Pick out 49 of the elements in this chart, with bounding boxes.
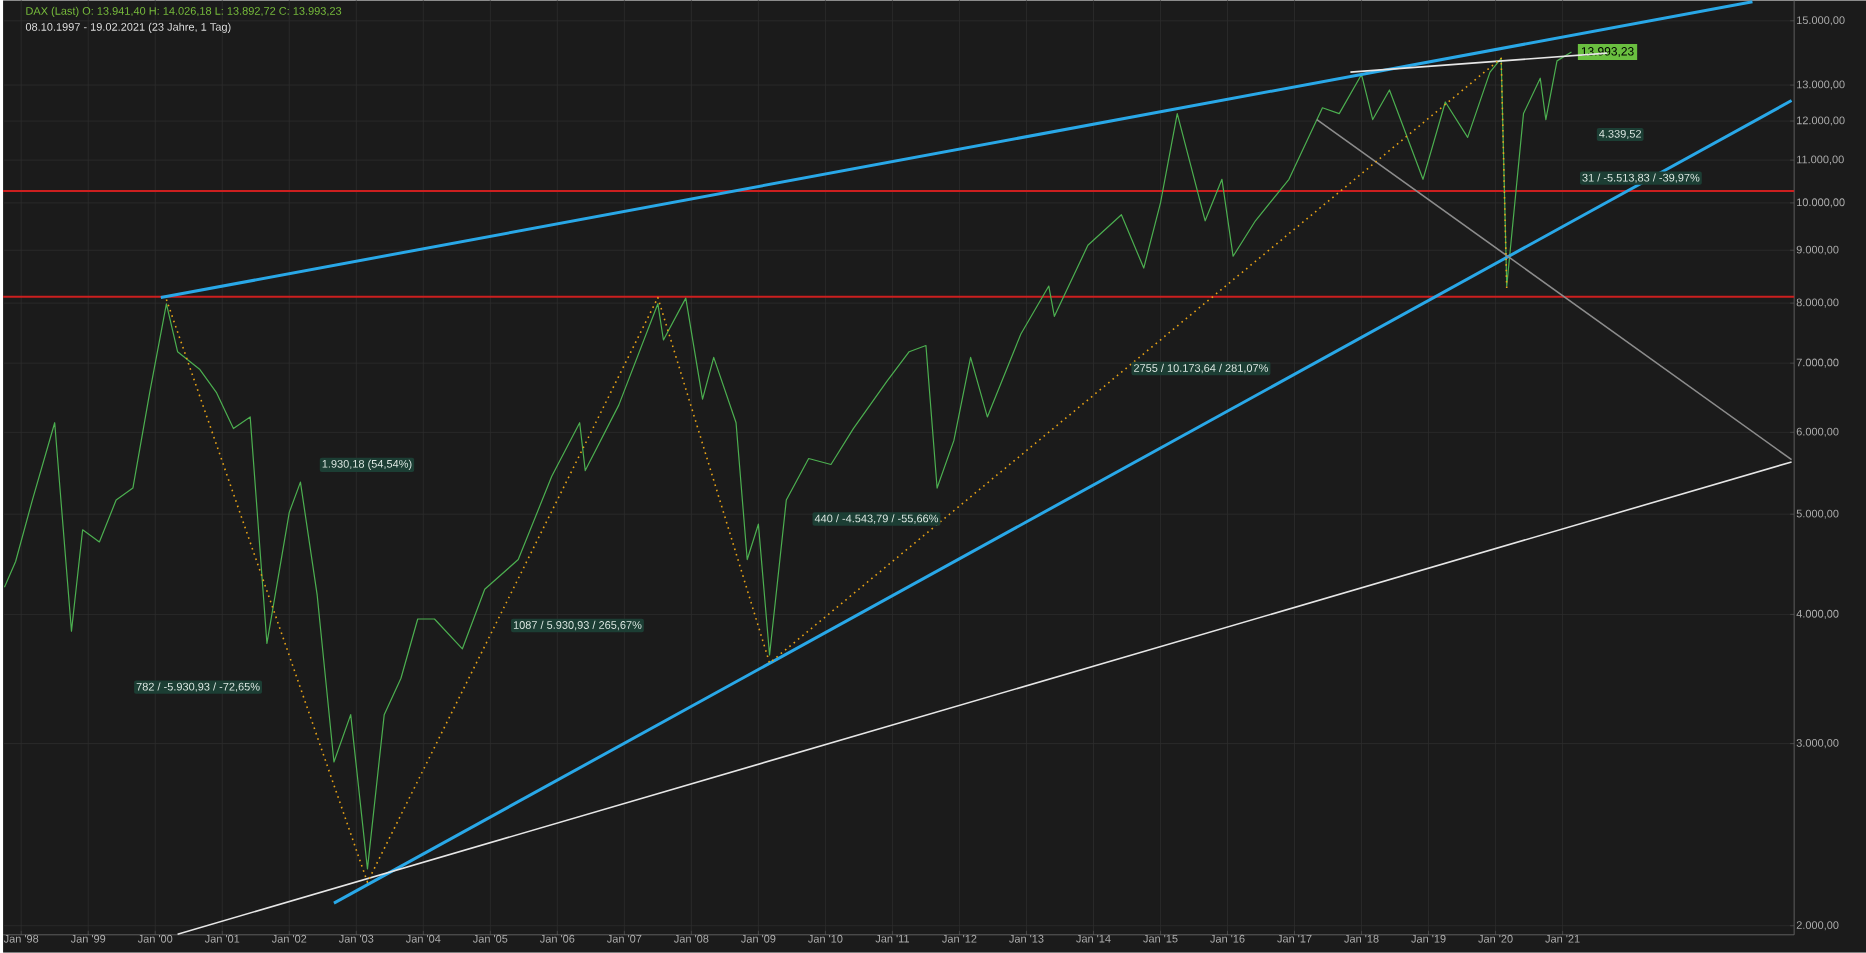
annotation: 4.339,52 (1599, 129, 1642, 140)
x-tick-label: Jan '11 (875, 934, 910, 943)
x-tick-label: Jan '98 (3, 934, 39, 943)
x-tick-label: Jan '03 (338, 934, 374, 943)
annotation: 440 / -4.543,79 / -55,66% (814, 514, 939, 524)
text: 08.10.1997 - 19.02.2021 (23 Jahre, 1 Tag) (25, 22, 231, 34)
x-tick-label: Jan '04 (405, 934, 441, 943)
y-tick-label: 4.000,00 (1796, 609, 1839, 620)
annotation: 2755 / 10.173,64 / 281,07% (1134, 363, 1269, 374)
text: DAX (Last) O: 13.941,40 H: 14.026,18 L: 13.892,72 C: 13.993,23 (26, 6, 342, 18)
data-label: 13.993,23 (1581, 47, 1634, 58)
y-tick-label: 9.000,00 (1796, 245, 1839, 255)
y-tick-label: 5.000,00 (1796, 509, 1839, 519)
y-tick-label: 12.000,00 (1797, 116, 1845, 126)
x-tick-label: Jan '10 (808, 934, 843, 943)
x-tick-label: Jan '16 (1210, 934, 1245, 943)
annotation: 782 / -5.930,93 / -72,65% (136, 682, 260, 692)
y-tick-label: 15.000,00 (1797, 16, 1845, 26)
y-tick-label: 6.000,00 (1796, 427, 1839, 437)
x-tick-label: Jan '01 (204, 934, 240, 943)
y-tick-label: 7.000,00 (1796, 358, 1839, 368)
x-tick-label: Jan '13 (1009, 934, 1044, 943)
annotation: 1.930,18 (54,54%) (322, 459, 412, 470)
line-series (3, 51, 1573, 870)
y-tick-label: 8.000,00 (1796, 298, 1839, 308)
x-tick-label: Jan '19 (1411, 934, 1446, 943)
x-tick-label: Jan '12 (942, 934, 977, 943)
x-tick-label: Jan '14 (1076, 934, 1111, 943)
annotation: 31 / -5.513,83 / -39,97% (1582, 173, 1700, 183)
y-tick-label: 11.000,00 (1797, 155, 1844, 165)
x-tick-label: Jan '99 (70, 934, 106, 943)
x-tick-label: Jan '20 (1478, 934, 1513, 943)
x-tick-label: Jan '07 (606, 934, 642, 943)
x-tick-label: Jan '17 (1277, 934, 1312, 943)
y-tick-label: 13.000,00 (1797, 80, 1845, 90)
x-tick-label: Jan '09 (741, 934, 776, 943)
line-series (165, 57, 1508, 884)
x-tick-label: Jan '18 (1344, 934, 1379, 943)
x-tick-label: Jan '02 (271, 934, 307, 943)
y-tick-label: 3.000,00 (1796, 739, 1839, 749)
y-tick-label: 10.000,00 (1797, 198, 1845, 208)
x-tick-label: Jan '21 (1545, 934, 1580, 943)
annotation: 1087 / 5.930,93 / 265,67% (513, 620, 642, 631)
x-tick-label: Jan '00 (137, 934, 173, 943)
y-tick-label: 2.000,00 (1796, 921, 1839, 931)
x-tick-label: Jan '15 (1143, 934, 1178, 943)
x-tick-label: Jan '05 (472, 934, 508, 943)
x-tick-label: Jan '08 (673, 934, 709, 943)
x-tick-label: Jan '06 (539, 934, 575, 943)
